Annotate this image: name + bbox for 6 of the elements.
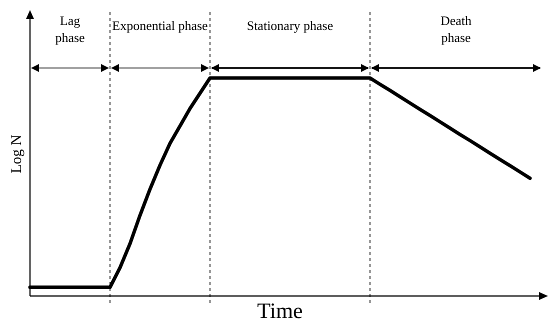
text: Lag phase: [55, 13, 86, 45]
text: Stationary phase: [246, 18, 334, 33]
x-axis-title: Time: [257, 298, 303, 322]
y-axis-title: Log N: [9, 134, 25, 174]
text: Death phase: [440, 13, 472, 45]
text: Exponential phase: [112, 18, 208, 33]
